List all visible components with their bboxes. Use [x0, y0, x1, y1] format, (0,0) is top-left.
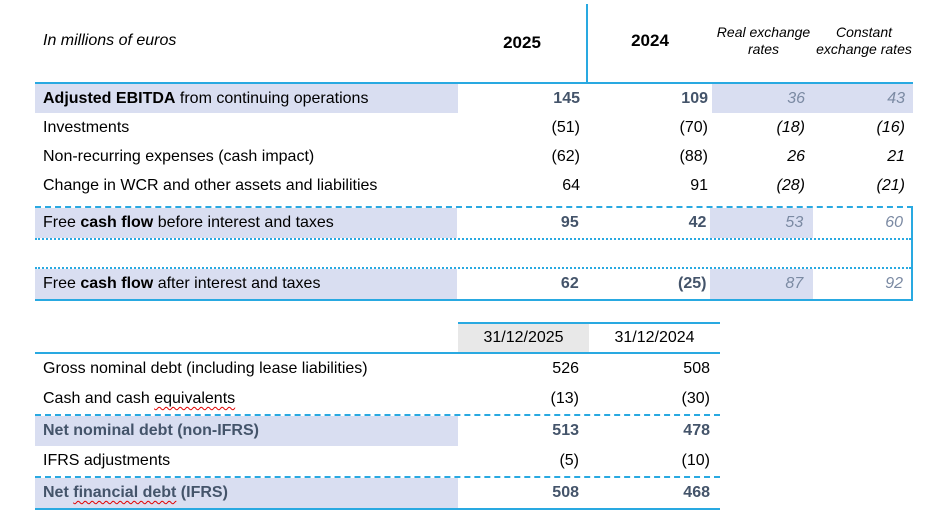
- row-gross-nominal-debt: Gross nominal debt (including lease liab…: [35, 354, 720, 384]
- column-header-2024: 2024: [631, 31, 669, 50]
- value-real-fx: (18): [776, 118, 805, 136]
- row-label: Free cash flow before interest and taxes: [35, 208, 458, 238]
- value-2024: (25): [677, 275, 707, 292]
- value-constant-fx: 43: [815, 84, 913, 113]
- value-2024: (30): [681, 390, 710, 407]
- column-header-real-fx: Real exchange rates: [716, 23, 811, 58]
- value-2024: (88): [679, 147, 708, 165]
- value-constant-fx: 21: [887, 147, 905, 165]
- value-2024: 109: [681, 89, 708, 107]
- debt-table: 31/12/2025 31/12/2024 Gross nominal debt…: [35, 322, 720, 510]
- cashflow-header-row: In millions of euros 2025 2024 Real exch…: [35, 0, 913, 84]
- value-2024: 42: [688, 214, 707, 231]
- row-ifrs-adjustments: IFRS adjustments (5) (10): [35, 446, 720, 476]
- value-2025: 95: [560, 214, 579, 231]
- value-2024: 468: [683, 484, 710, 501]
- row-change-in-wcr: Change in WCR and other assets and liabi…: [35, 171, 913, 200]
- row-adjusted-ebitda: Adjusted EBITDA from continuing operatio…: [35, 84, 913, 113]
- value-2024: (10): [681, 452, 710, 469]
- value-2025: 64: [562, 176, 580, 194]
- row-label: Change in WCR and other assets and liabi…: [43, 176, 378, 194]
- value-real-fx: 87: [710, 269, 814, 299]
- row-fcf-after-interest-taxes: Free cash flow after interest and taxes …: [35, 269, 911, 299]
- row-label: Non-recurring expenses (cash impact): [43, 147, 315, 165]
- column-header-31-12-2025: 31/12/2025: [458, 324, 589, 352]
- value-constant-fx: (16): [876, 118, 905, 136]
- value-real-fx: 26: [787, 147, 805, 165]
- value-2025: (13): [550, 390, 579, 407]
- debt-header-dates: 31/12/2025 31/12/2024: [458, 322, 720, 352]
- row-investments: Investments (51) (70) (18) (16): [35, 113, 913, 142]
- value-2025: 145: [553, 89, 580, 107]
- value-real-fx: 36: [712, 84, 815, 113]
- row-label: Investments: [43, 118, 130, 136]
- value-constant-fx: 60: [885, 214, 903, 231]
- value-2025: (5): [559, 452, 579, 469]
- value-2024: 478: [683, 422, 710, 439]
- column-header-constant-fx: Constant exchange rates: [816, 23, 912, 58]
- column-header-31-12-2024: 31/12/2024: [614, 329, 695, 346]
- row-net-financial-debt: Net financial debt (IFRS) 508 468: [35, 476, 720, 508]
- row-net-nominal-debt: Net nominal debt (non-IFRS) 513 478: [35, 414, 720, 446]
- value-2024: 508: [683, 360, 710, 377]
- header-spacer: [35, 322, 458, 352]
- value-constant-fx: (21): [876, 176, 905, 194]
- row-label: Free cash flow after interest and taxes: [35, 269, 458, 299]
- spellcheck-underline: financial debt: [73, 484, 177, 501]
- row-label: Net financial debt (IFRS): [35, 478, 458, 508]
- row-label: IFRS adjustments: [43, 452, 171, 469]
- value-2025: 513: [552, 422, 579, 439]
- column-header-2025: 2025: [458, 4, 588, 82]
- row-fcf-before-interest-taxes: Free cash flow before interest and taxes…: [35, 208, 911, 240]
- spacer-row: [35, 240, 911, 269]
- value-2025: (62): [551, 147, 580, 165]
- row-non-recurring-expenses: Non-recurring expenses (cash impact) (62…: [35, 142, 913, 171]
- free-cash-flow-block: Free cash flow before interest and taxes…: [35, 206, 913, 301]
- row-label: Adjusted EBITDA from continuing operatio…: [35, 84, 458, 113]
- value-2025: 526: [552, 360, 579, 377]
- row-label: Net nominal debt (non-IFRS): [35, 416, 458, 446]
- value-real-fx: 53: [710, 208, 814, 238]
- unit-label: In millions of euros: [43, 32, 177, 49]
- value-constant-fx: 92: [885, 275, 903, 292]
- value-2025: 62: [560, 275, 579, 292]
- spellcheck-underline: equivalents: [154, 390, 236, 407]
- value-2025: 508: [552, 484, 579, 501]
- debt-header-row: 31/12/2025 31/12/2024: [35, 322, 720, 354]
- value-2024: 91: [690, 176, 708, 194]
- cashflow-table: In millions of euros 2025 2024 Real exch…: [35, 0, 913, 301]
- row-cash-and-equivalents: Cash and cash equivalents (13) (30): [35, 384, 720, 414]
- value-2024: (70): [679, 118, 708, 136]
- row-label: Gross nominal debt (including lease liab…: [43, 360, 368, 377]
- row-label: Cash and cash equivalents: [43, 390, 236, 407]
- value-2025: (51): [551, 118, 580, 136]
- value-real-fx: (28): [776, 176, 805, 194]
